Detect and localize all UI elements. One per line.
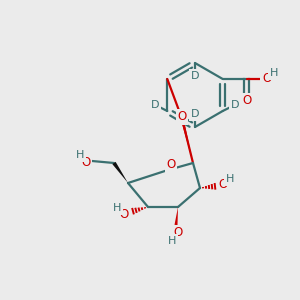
- Text: D: D: [191, 71, 199, 81]
- Text: H: H: [168, 236, 176, 246]
- Text: D: D: [151, 100, 160, 110]
- Text: O: O: [167, 158, 176, 172]
- Text: D: D: [191, 109, 199, 119]
- Text: O: O: [242, 94, 251, 107]
- Polygon shape: [181, 118, 193, 163]
- Text: O: O: [81, 157, 91, 169]
- Text: O: O: [173, 226, 183, 239]
- Polygon shape: [175, 207, 178, 225]
- Text: O: O: [119, 208, 129, 221]
- Text: O: O: [262, 71, 271, 85]
- Text: O: O: [178, 110, 187, 124]
- Text: H: H: [269, 68, 278, 78]
- Text: H: H: [226, 174, 234, 184]
- Polygon shape: [112, 162, 128, 183]
- Text: D: D: [230, 100, 239, 110]
- Text: H: H: [113, 203, 121, 213]
- Text: O: O: [218, 178, 228, 191]
- Text: H: H: [76, 150, 84, 160]
